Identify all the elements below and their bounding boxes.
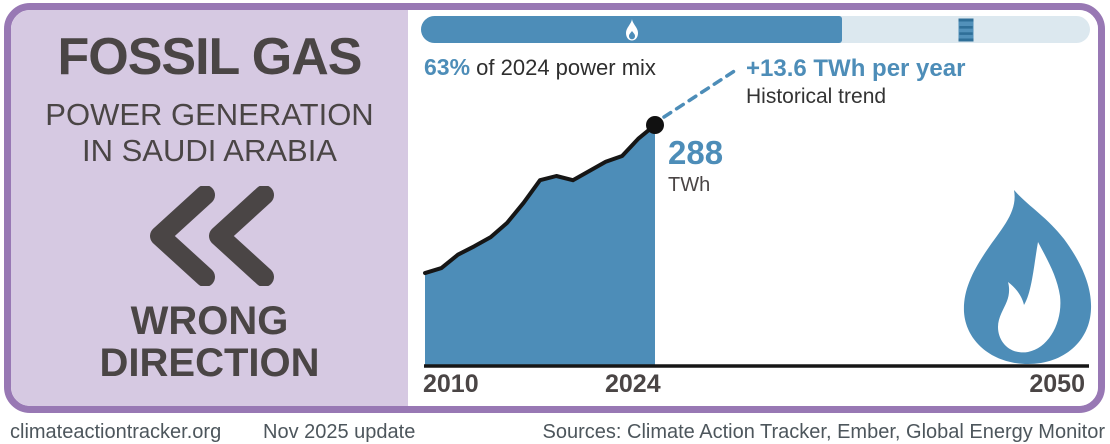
footer-site-link[interactable]: climateactiontracker.org bbox=[10, 421, 222, 443]
footer-sources: Sources: Climate Action Tracker, Ember, … bbox=[542, 421, 1105, 443]
flame-icon bbox=[625, 18, 638, 40]
x-axis-label-2050: 2050 bbox=[1029, 370, 1085, 398]
power-mix-bar-fill bbox=[421, 16, 843, 43]
double-chevron-left-icon bbox=[149, 186, 274, 286]
trend-annotation: +13.6 TWh per year Historical trend bbox=[746, 55, 965, 109]
trend-label: Historical trend bbox=[746, 85, 887, 108]
main-card: FOSSIL GAS POWER GENERATION IN SAUDI ARA… bbox=[4, 3, 1105, 413]
current-value-annotation: 288 TWh bbox=[668, 134, 723, 197]
subtitle-line-2: IN SAUDI ARABIA bbox=[82, 132, 337, 168]
x-axis-label-2024: 2024 bbox=[605, 370, 661, 398]
verdict-label: WRONG DIRECTION bbox=[11, 300, 408, 385]
page-title: FOSSIL GAS bbox=[57, 28, 363, 86]
verdict-line-2: DIRECTION bbox=[99, 341, 320, 386]
current-unit: TWh bbox=[668, 174, 711, 196]
chart-panel: 63% of 2024 power mix +13.6 TWh per year… bbox=[408, 10, 1098, 406]
power-mix-bar bbox=[421, 16, 1090, 43]
verdict-line-1: WRONG bbox=[130, 299, 289, 343]
current-value: 288 bbox=[668, 134, 724, 171]
power-mix-caption-text: of 2024 power mix bbox=[476, 55, 656, 80]
power-mix-percent: 63% bbox=[424, 54, 471, 80]
subtitle-line-1: POWER GENERATION bbox=[45, 97, 374, 132]
footer-update-date: Nov 2025 update bbox=[263, 421, 416, 443]
power-mix-caption: 63% of 2024 power mix bbox=[424, 54, 656, 81]
page-subtitle: POWER GENERATION IN SAUDI ARABIA bbox=[11, 97, 408, 169]
oil-barrel-icon bbox=[958, 18, 974, 41]
left-panel: FOSSIL GAS POWER GENERATION IN SAUDI ARA… bbox=[11, 10, 408, 406]
trend-value: +13.6 TWh per year bbox=[746, 55, 966, 82]
x-axis-label-2010: 2010 bbox=[423, 370, 479, 398]
